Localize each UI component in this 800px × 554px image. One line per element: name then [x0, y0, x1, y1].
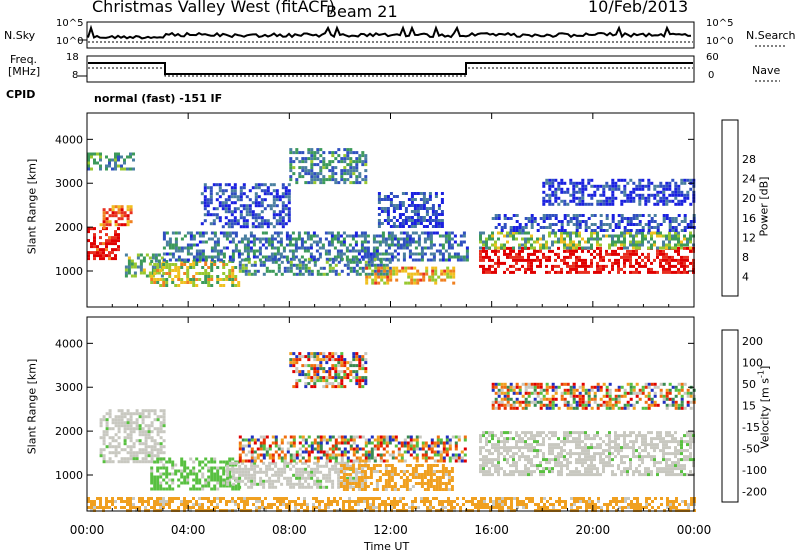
- colorbar-tick: 50: [742, 378, 756, 391]
- colorbar-tick: 8: [742, 251, 749, 264]
- nsky-label: N.Sky: [4, 29, 36, 42]
- cpid-text: normal (fast) -151 IF: [94, 92, 223, 105]
- velocity-region: [339, 464, 454, 491]
- station-title: Christmas Valley West (fitACF): [92, 0, 335, 16]
- velocity-region: [491, 382, 696, 410]
- ytick-label: 1000: [55, 265, 83, 278]
- colorbar-tick: 16: [742, 212, 756, 225]
- power-region: [150, 260, 241, 287]
- nsearch-label: N.Search: [746, 29, 796, 42]
- colorbar-tick: 20: [742, 192, 756, 205]
- nsky-tick-bottom: 10^0: [56, 36, 84, 47]
- power-region: [87, 152, 135, 171]
- colorbar-tick: -50: [742, 442, 760, 455]
- colorbar-tick: 28: [742, 153, 756, 166]
- colorbar-tick: 200: [742, 335, 763, 348]
- power-region: [200, 183, 291, 229]
- velocity-region: [87, 497, 696, 512]
- nave-tick-top: 60: [706, 52, 719, 63]
- power-region: [365, 266, 456, 285]
- freq-label-2: [MHz]: [8, 65, 41, 78]
- ytick-label: 3000: [55, 381, 83, 394]
- xtick-label: 16:00: [474, 523, 509, 537]
- date-label: 10/Feb/2013: [588, 0, 689, 16]
- time-xlabel: Time UT: [364, 540, 410, 553]
- xtick-label: 08:00: [272, 523, 307, 537]
- ytick-label: 1000: [55, 469, 83, 482]
- axes: 1000 2000 3000 4000 1000 2000 3000 4000 00:00 04:…: [55, 113, 711, 537]
- colorbar-tick: 12: [742, 231, 756, 244]
- nave-tick-bottom: 0: [708, 70, 715, 81]
- nsky-tick-top: 10^5: [56, 18, 84, 29]
- colorbar-tick: -100: [742, 464, 767, 477]
- ytick-label: 4000: [55, 133, 83, 146]
- nave-trace: [88, 67, 693, 77]
- ytick-label: 2000: [55, 425, 83, 438]
- colorbar-tick: 4: [742, 270, 749, 283]
- freq-tick-top: 18: [66, 52, 79, 63]
- velocity-region: [289, 352, 368, 389]
- power-region: [377, 192, 444, 228]
- nave-label: Nave: [752, 64, 781, 77]
- power-region: [87, 227, 120, 261]
- nsky-panel: [86, 21, 695, 49]
- velocity-region: [238, 435, 467, 463]
- freq-label-1: Freq.: [10, 53, 38, 66]
- power-region: [479, 231, 695, 250]
- velocity-colorbar: 200 100 50 15 -15 -50 -100 -200: [721, 329, 767, 503]
- velocity-panel: [87, 352, 696, 512]
- colorbar-tick: 15: [742, 399, 756, 412]
- power-region: [491, 214, 696, 232]
- ytick-label: 3000: [55, 177, 83, 190]
- velocity-region: [479, 431, 695, 477]
- beam-label: Beam 21: [326, 2, 398, 21]
- xtick-label: 12:00: [373, 523, 408, 537]
- power-region: [289, 148, 368, 185]
- xtick-label: 20:00: [576, 523, 611, 537]
- power-panel: [87, 148, 696, 287]
- freq-tick-bottom: 8: [72, 70, 79, 81]
- power-region: [99, 205, 133, 230]
- power-region: [162, 231, 469, 262]
- xtick-label: 00:00: [70, 523, 105, 537]
- colorbar-tick: 100: [742, 356, 763, 369]
- xtick-label: 04:00: [171, 523, 206, 537]
- nsearch-tick-top: 10^5: [706, 18, 734, 29]
- nsky-trace: [87, 24, 692, 40]
- cpid-label: CPID: [6, 88, 36, 101]
- ytick-label: 4000: [55, 337, 83, 350]
- freq-panel: [86, 55, 695, 83]
- colorbar-tick: -15: [742, 421, 760, 434]
- velocity-region: [99, 409, 166, 464]
- power-region: [479, 246, 695, 274]
- power-colorbar: 4 8 12 16 20 24 28: [721, 119, 756, 297]
- nsearch-tick-bottom: 10^0: [706, 36, 734, 47]
- ytick-label: 2000: [55, 221, 83, 234]
- power-region: [542, 178, 696, 206]
- colorbar-tick: -200: [742, 485, 767, 498]
- xtick-label: 00:00: [677, 523, 712, 537]
- colorbar-tick: 24: [742, 173, 756, 186]
- freq-trace: [88, 62, 693, 75]
